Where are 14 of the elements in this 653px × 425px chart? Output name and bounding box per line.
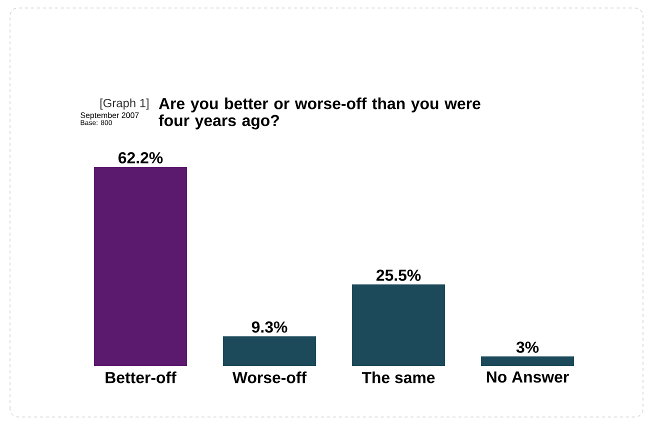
chart-title: Are you better or worse-off than you were four years ago? (158, 98, 480, 130)
bar (481, 356, 574, 366)
bar (223, 336, 316, 366)
x-tick-label: No Answer (486, 372, 569, 383)
data-label: 9.3% (252, 321, 288, 333)
data-label: 3% (516, 342, 539, 353)
x-tick-label: Worse-off (232, 372, 307, 384)
data-label: 62.2% (118, 152, 163, 164)
x-tick-label: The same (362, 372, 435, 384)
bar (352, 284, 446, 366)
x-tick-label: Better-off (106, 372, 176, 384)
chart-subtitle: [Graph 1] (100, 98, 148, 110)
data-label: 25.5% (376, 270, 421, 281)
bar (94, 166, 188, 366)
